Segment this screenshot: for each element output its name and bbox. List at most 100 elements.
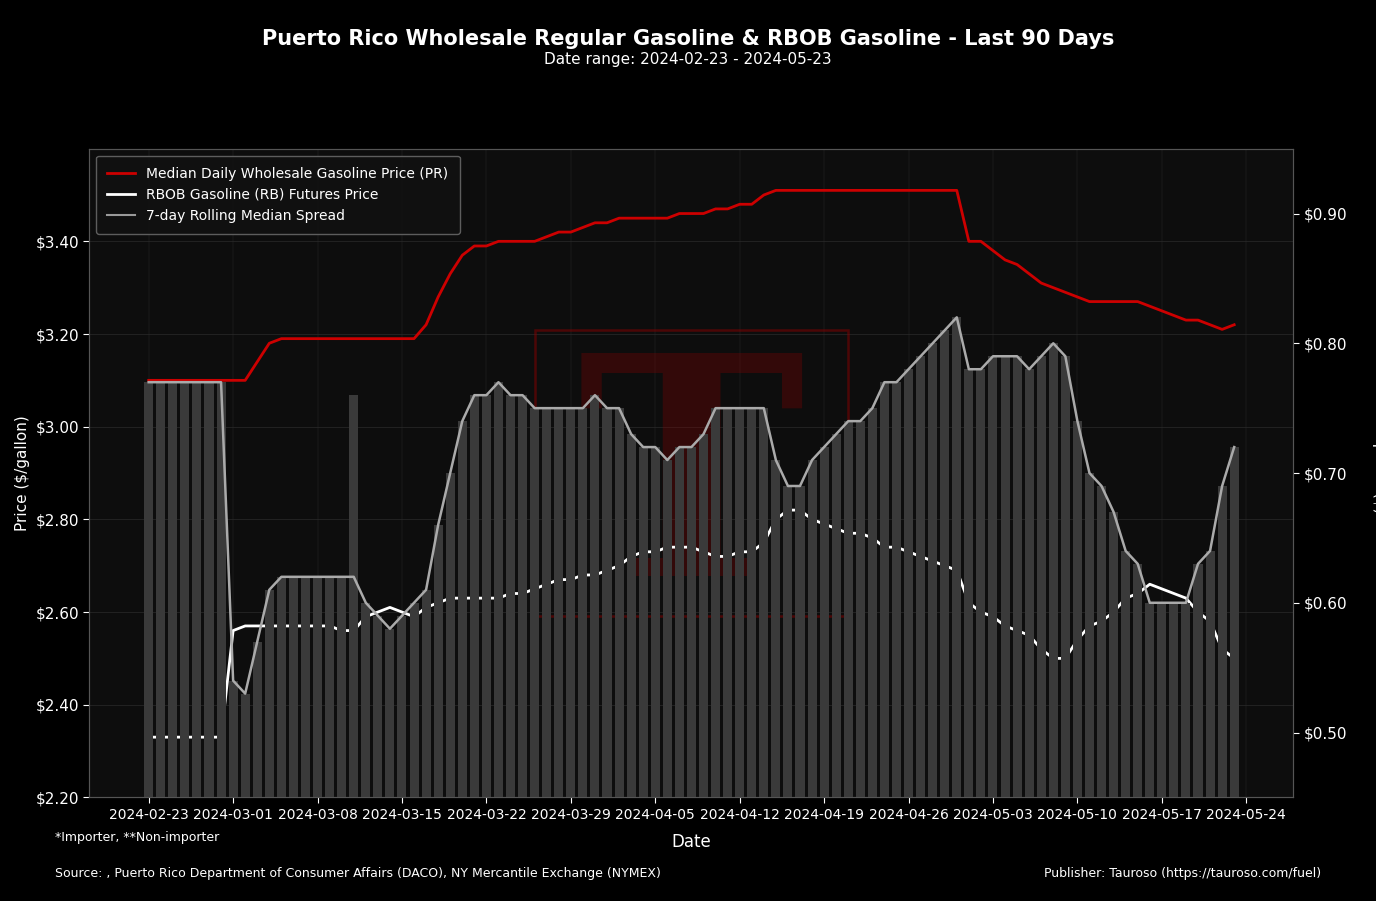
Bar bbox=[747, 408, 757, 901]
Bar bbox=[1145, 603, 1154, 901]
Bar bbox=[831, 434, 841, 901]
Y-axis label: Spread ($): Spread ($) bbox=[1372, 432, 1376, 514]
Bar bbox=[1049, 343, 1058, 901]
Bar bbox=[350, 396, 358, 901]
Bar bbox=[1013, 356, 1021, 901]
Bar bbox=[362, 603, 370, 901]
Bar bbox=[578, 408, 588, 901]
Bar bbox=[1061, 356, 1071, 901]
Bar bbox=[724, 408, 732, 901]
Bar bbox=[603, 408, 611, 901]
Bar bbox=[458, 421, 466, 901]
Bar bbox=[843, 421, 853, 901]
Bar bbox=[711, 408, 720, 901]
Bar bbox=[1170, 603, 1178, 901]
Bar bbox=[916, 356, 925, 901]
Bar bbox=[535, 331, 848, 615]
Bar bbox=[506, 396, 515, 901]
Text: Publisher: Tauroso (https://tauroso.com/fuel): Publisher: Tauroso (https://tauroso.com/… bbox=[1044, 867, 1321, 879]
Bar bbox=[1097, 486, 1106, 901]
Bar bbox=[337, 577, 347, 901]
Bar bbox=[253, 642, 261, 901]
Bar bbox=[868, 408, 877, 901]
Bar bbox=[446, 473, 454, 901]
Bar bbox=[820, 447, 828, 901]
Text: Date range: 2024-02-23 - 2024-05-23: Date range: 2024-02-23 - 2024-05-23 bbox=[544, 52, 832, 68]
Bar bbox=[929, 343, 937, 901]
Bar bbox=[904, 369, 914, 901]
Bar bbox=[1157, 603, 1167, 901]
Bar bbox=[1230, 447, 1238, 901]
Bar bbox=[277, 577, 286, 901]
Text: T: T bbox=[578, 344, 805, 641]
Bar bbox=[590, 396, 600, 901]
Bar bbox=[965, 369, 973, 901]
Bar bbox=[555, 408, 563, 901]
Bar bbox=[856, 421, 866, 901]
Bar bbox=[1109, 512, 1119, 901]
Bar bbox=[312, 577, 322, 901]
Bar bbox=[651, 447, 659, 901]
Bar bbox=[542, 408, 552, 901]
Bar bbox=[626, 434, 636, 901]
Bar bbox=[674, 447, 684, 901]
Bar bbox=[398, 615, 406, 901]
Bar bbox=[567, 408, 575, 901]
Bar bbox=[157, 382, 165, 901]
Bar bbox=[301, 577, 310, 901]
Bar bbox=[1134, 564, 1142, 901]
Bar bbox=[144, 382, 153, 901]
Bar bbox=[892, 382, 901, 901]
Bar bbox=[638, 447, 648, 901]
Bar bbox=[735, 408, 744, 901]
Bar bbox=[180, 382, 190, 901]
Bar bbox=[1084, 473, 1094, 901]
Bar bbox=[952, 317, 962, 901]
Bar bbox=[228, 680, 238, 901]
Bar bbox=[940, 331, 949, 901]
Bar bbox=[373, 615, 383, 901]
Bar bbox=[988, 356, 998, 901]
Bar bbox=[530, 408, 539, 901]
Bar bbox=[193, 382, 201, 901]
Bar bbox=[1218, 486, 1226, 901]
Bar bbox=[264, 590, 274, 901]
X-axis label: Date: Date bbox=[671, 833, 711, 851]
Bar bbox=[168, 382, 178, 901]
Bar bbox=[469, 396, 479, 901]
Bar bbox=[1193, 564, 1203, 901]
Bar bbox=[421, 590, 431, 901]
Bar bbox=[699, 434, 709, 901]
Bar bbox=[289, 577, 299, 901]
Bar bbox=[687, 447, 696, 901]
Bar bbox=[1121, 551, 1130, 901]
Bar bbox=[1182, 603, 1190, 901]
Bar bbox=[517, 396, 527, 901]
Bar bbox=[760, 408, 768, 901]
Bar bbox=[433, 525, 443, 901]
Bar bbox=[325, 577, 334, 901]
Bar bbox=[795, 486, 805, 901]
Bar bbox=[1073, 421, 1082, 901]
Bar bbox=[410, 603, 418, 901]
Bar bbox=[879, 382, 889, 901]
Bar bbox=[977, 369, 985, 901]
Bar bbox=[783, 486, 793, 901]
Bar bbox=[205, 382, 213, 901]
Bar bbox=[1025, 369, 1033, 901]
Bar bbox=[1205, 551, 1215, 901]
Bar bbox=[385, 629, 395, 901]
Text: Puerto Rico Wholesale Regular Gasoline & RBOB Gasoline - Last 90 Days: Puerto Rico Wholesale Regular Gasoline &… bbox=[261, 29, 1115, 49]
Bar bbox=[663, 460, 671, 901]
Bar bbox=[808, 460, 816, 901]
Bar bbox=[494, 382, 504, 901]
Text: Source: , Puerto Rico Department of Consumer Affairs (DACO), NY Mercantile Excha: Source: , Puerto Rico Department of Cons… bbox=[55, 867, 660, 879]
Bar bbox=[482, 396, 491, 901]
Bar bbox=[241, 694, 249, 901]
Y-axis label: Price ($/gallon): Price ($/gallon) bbox=[15, 415, 30, 531]
Bar bbox=[615, 408, 623, 901]
Bar bbox=[1000, 356, 1010, 901]
Text: *Importer, **Non-importer: *Importer, **Non-importer bbox=[55, 831, 219, 843]
Bar bbox=[1036, 356, 1046, 901]
Bar bbox=[772, 460, 780, 901]
